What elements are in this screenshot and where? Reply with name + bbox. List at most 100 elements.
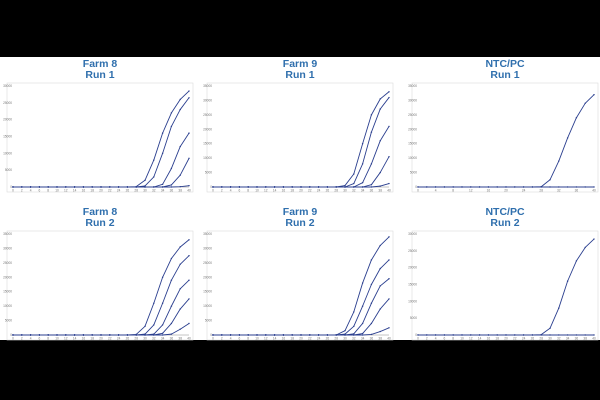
data-point xyxy=(549,327,551,329)
data-point xyxy=(109,334,111,336)
y-tick-label: 30000 xyxy=(408,232,417,236)
x-tick-label: 14 xyxy=(273,337,277,341)
data-point xyxy=(144,334,146,336)
data-point xyxy=(388,236,390,238)
figure-canvas: Farm 8 Run 1 0 2 4 6 8 10 12 14 16 18 20 22 24 26 28 30 32… xyxy=(0,57,600,341)
y-tick-label: 20000 xyxy=(408,266,417,270)
x-tick-label: 26 xyxy=(326,189,330,193)
x-tick-label: 4 xyxy=(230,337,232,341)
data-point xyxy=(584,246,586,249)
x-tick-label: 12 xyxy=(469,337,473,341)
x-tick-label: 36 xyxy=(370,337,374,341)
y-tick-label: 20000 xyxy=(408,127,417,131)
data-point xyxy=(326,334,329,336)
data-point xyxy=(452,334,454,336)
chart-title: NTC/PC xyxy=(485,58,525,70)
data-point xyxy=(379,140,381,142)
y-tick-label: 10000 xyxy=(3,304,12,308)
x-tick-label: 12 xyxy=(469,189,473,193)
data-point xyxy=(540,334,542,336)
data-point xyxy=(335,186,337,188)
x-tick-label: 22 xyxy=(513,337,517,341)
series-line xyxy=(13,90,190,188)
x-tick-label: 10 xyxy=(55,189,59,193)
data-point xyxy=(370,186,373,188)
data-point xyxy=(344,334,346,336)
y-tick-label: 30000 xyxy=(3,84,12,88)
series-line xyxy=(13,132,190,188)
data-point xyxy=(379,108,381,110)
data-point xyxy=(47,186,49,188)
data-point xyxy=(265,334,267,336)
series-line xyxy=(213,298,390,336)
data-point xyxy=(161,302,164,304)
x-tick-label: 2 xyxy=(221,189,223,193)
chart-panel: Farm 8 Run 1 0 2 4 6 8 10 12 14 16 18 20 22 24 26 28 30 32… xyxy=(3,57,195,193)
x-tick-label: 32 xyxy=(352,337,356,341)
data-point xyxy=(12,186,14,188)
x-tick-label: 28 xyxy=(334,189,338,193)
x-tick-label: 8 xyxy=(47,189,49,193)
x-tick-label: 18 xyxy=(290,189,294,193)
data-point xyxy=(344,186,346,188)
data-point xyxy=(179,185,181,188)
x-tick-label: 30 xyxy=(143,337,147,341)
data-point xyxy=(188,157,190,160)
data-point xyxy=(188,97,190,99)
x-tick-label: 2 xyxy=(21,337,23,341)
x-tick-label: 20 xyxy=(504,337,508,341)
y-tick-label: 20000 xyxy=(203,275,212,279)
x-tick-label: 0 xyxy=(12,337,14,341)
x-tick-label: 0 xyxy=(417,337,419,341)
data-point xyxy=(170,333,173,335)
data-point xyxy=(188,90,190,92)
data-point xyxy=(179,263,181,265)
data-point xyxy=(549,334,551,336)
chart-panel: NTC/PC Run 2 0 2 4 6 8 10 12 14 16 18 20 22 24 26 28 30 32… xyxy=(408,205,600,341)
x-tick-label: 2 xyxy=(21,189,23,193)
data-point xyxy=(593,93,595,96)
y-tick-label: 20000 xyxy=(3,275,12,279)
data-point xyxy=(73,186,76,188)
data-point xyxy=(558,307,560,309)
data-point xyxy=(21,334,23,336)
data-point xyxy=(353,182,355,185)
data-point xyxy=(388,125,390,128)
data-point xyxy=(426,334,428,336)
data-point xyxy=(470,186,472,188)
y-tick-label: 5000 xyxy=(410,316,417,320)
chart-svg: 0 2 4 6 8 10 12 14 16 18 20 22 24 26 28 30 32 34 36 38 40050… xyxy=(203,230,394,341)
data-point xyxy=(117,186,120,188)
data-point xyxy=(229,186,232,188)
x-tick-label: 2 xyxy=(221,337,223,341)
data-point xyxy=(514,186,516,188)
y-tick-label: 30000 xyxy=(203,98,212,102)
data-point xyxy=(170,184,173,186)
y-tick-label: 35000 xyxy=(203,84,212,88)
data-point xyxy=(144,186,146,188)
data-point xyxy=(188,322,190,325)
x-tick-label: 30 xyxy=(143,189,147,193)
data-point xyxy=(379,285,381,287)
x-tick-label: 8 xyxy=(452,337,454,341)
y-tick-label: 10000 xyxy=(408,299,417,303)
data-point xyxy=(170,305,173,307)
x-tick-label: 8 xyxy=(47,337,49,341)
data-point xyxy=(161,152,164,155)
x-tick-label: 18 xyxy=(90,189,94,193)
data-point xyxy=(65,334,67,336)
data-point xyxy=(326,186,329,188)
data-point xyxy=(47,334,49,336)
data-point xyxy=(179,108,181,111)
data-point xyxy=(575,186,578,188)
data-point xyxy=(344,184,346,187)
x-tick-label: 28 xyxy=(134,189,138,193)
y-tick-label: 10000 xyxy=(408,156,417,160)
data-point xyxy=(361,305,364,307)
data-point xyxy=(417,186,419,188)
plot-frame xyxy=(206,230,394,341)
x-tick-label: 38 xyxy=(583,337,587,341)
data-point xyxy=(558,186,560,188)
x-tick-label: 28 xyxy=(539,337,543,341)
y-tick-label: 15000 xyxy=(3,135,12,139)
